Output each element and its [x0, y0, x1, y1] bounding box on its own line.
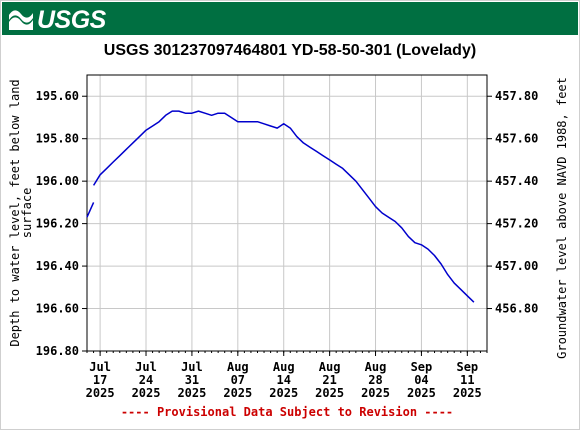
plot-area: [86, 74, 488, 352]
x-tick-label-year: 2025: [223, 386, 252, 400]
x-tick-label-year: 2025: [177, 386, 206, 400]
provisional-data-note: ---- Provisional Data Subject to Revisio…: [121, 405, 453, 419]
x-tick-label-month: Sep: [456, 360, 478, 374]
x-tick-label-month: Jul: [89, 360, 111, 374]
x-tick-label-month: Jul: [181, 360, 203, 374]
y-axis-label-line-1: Depth to water level, feet below land: [8, 79, 22, 346]
x-tick-label-year: 2025: [361, 386, 390, 400]
x-tick-label-year: 2025: [86, 386, 115, 400]
x-tick-label-day: 28: [368, 373, 382, 387]
usgs-logo[interactable]: USGS: [8, 6, 106, 34]
y-tick-label: 196.20: [36, 217, 79, 231]
x-tick-label-day: 21: [322, 373, 336, 387]
x-tick-label-year: 2025: [407, 386, 436, 400]
y-axis-right: 457.80 457.60 457.40 457.20 457.00 456.80: [487, 89, 538, 316]
x-tick-label-year: 2025: [453, 386, 482, 400]
y2-axis-label: Groundwater level above NAVD 1988, feet: [555, 77, 569, 359]
series-line: [86, 202, 95, 218]
y-tick-label: 196.60: [36, 302, 79, 316]
series-group: [86, 110, 475, 303]
y2-tick-label: 457.60: [495, 132, 538, 146]
x-tick-label-month: Aug: [227, 360, 249, 374]
y-axis-label-line-2: surface: [20, 188, 34, 239]
y-tick-label: 196.80: [36, 344, 79, 358]
x-tick-label-year: 2025: [315, 386, 344, 400]
y-tick-label: 196.00: [36, 174, 79, 188]
x-tick-label-month: Aug: [273, 360, 295, 374]
series-line: [92, 110, 475, 303]
y-tick-label: 195.60: [36, 89, 79, 103]
x-tick-label-day: 24: [139, 373, 153, 387]
x-tick-label-month: Aug: [365, 360, 387, 374]
usgs-logo-text: USGS: [37, 5, 106, 34]
y-tick-label: 195.80: [36, 132, 79, 146]
y2-tick-label: 457.20: [495, 217, 538, 231]
x-tick-label-day: 31: [185, 373, 199, 387]
y2-tick-label: 457.80: [495, 89, 538, 103]
x-tick-label-day: 17: [93, 373, 107, 387]
x-tick-label-month: Aug: [319, 360, 341, 374]
usgs-wave-icon: [9, 10, 33, 30]
x-tick-label-year: 2025: [269, 386, 298, 400]
grid-lines: [87, 75, 487, 352]
x-tick-label-month: Sep: [411, 360, 433, 374]
x-tick-label-day: 11: [460, 373, 474, 387]
x-tick-label-day: 14: [276, 373, 290, 387]
x-tick-label-year: 2025: [132, 386, 161, 400]
chart-title: USGS 301237097464801 YD-58-50-301 (Lovel…: [103, 42, 477, 59]
y-axis-left: 195.60 195.80 196.00 196.20 196.40 196.60 196.…: [36, 89, 87, 358]
usgs-banner: USGS: [2, 2, 578, 35]
y-tick-label: 196.40: [36, 259, 79, 273]
y2-tick-label: 457.40: [495, 174, 538, 188]
x-tick-label-day: 07: [231, 373, 245, 387]
x-tick-label-month: Jul: [135, 360, 157, 374]
y2-tick-label: 456.80: [495, 302, 538, 316]
x-tick-label-day: 04: [414, 373, 428, 387]
x-axis: Jul172025Jul242025Jul312025Aug072025Aug1…: [86, 351, 488, 400]
y2-tick-label: 457.00: [495, 259, 538, 273]
